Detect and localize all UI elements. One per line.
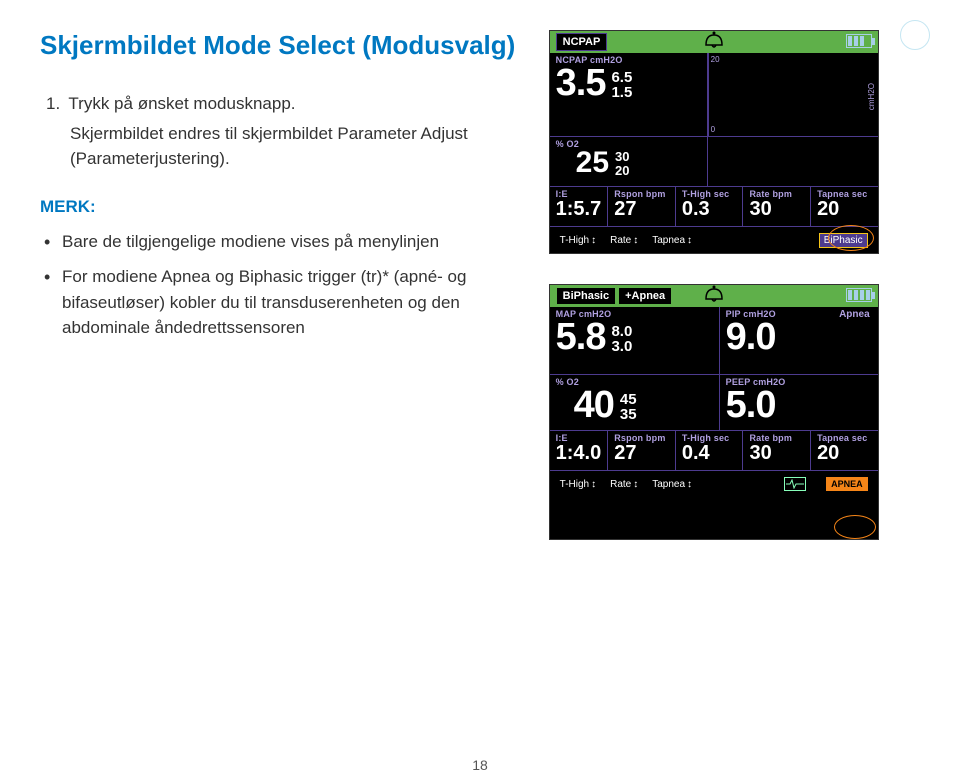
- pip-value: 9.0: [726, 319, 872, 355]
- screenshots-column: NCPAP NCPAP cmH2O 3.5 6.5 1.5: [549, 30, 920, 540]
- o2-low: 20: [615, 164, 629, 178]
- bot-rate[interactable]: Rate↕: [610, 479, 638, 490]
- row-o2-peep: % O2 40 45 35 PEEP cmH2O 5.0: [550, 375, 878, 431]
- o2-high: 30: [615, 150, 629, 164]
- topbar: NCPAP: [550, 31, 878, 53]
- text-column: Skjermbildet Mode Select (Modusvalg) 1. …: [40, 30, 529, 540]
- ncpap-low: 1.5: [611, 85, 632, 101]
- peep-value: 5.0: [726, 387, 872, 423]
- alarm-bell-icon: [701, 31, 727, 54]
- bottom-bar: T-High↕ Rate↕ Tapnea↕ APNEA: [550, 471, 878, 497]
- note-heading: MERK:: [40, 197, 529, 217]
- alarm-bell-icon: [701, 285, 727, 308]
- step-para: Skjermbildet endres til skjermbildet Par…: [70, 121, 529, 172]
- o2-high: 45: [620, 392, 637, 408]
- map-high: 8.0: [611, 324, 632, 340]
- rspon-value: 27: [614, 199, 669, 219]
- ncpap-high: 6.5: [611, 70, 632, 86]
- row-ncpap: NCPAP cmH2O 3.5 6.5 1.5 20 0 cmH2O: [550, 53, 878, 137]
- bottom-bar: T-High↕ Rate↕ Tapnea↕ BiPhasic: [550, 227, 878, 253]
- mode-apnea: +Apnea: [618, 287, 672, 305]
- page-number: 18: [0, 757, 960, 773]
- bot-tapnea[interactable]: Tapnea↕: [652, 235, 692, 246]
- param-row: I:E1:4.0 Rspon bpm27 T-High sec0.4 Rate …: [550, 431, 878, 471]
- page-title: Skjermbildet Mode Select (Modusvalg): [40, 30, 529, 61]
- note-bullets: Bare de tilgjengelige modiene vises på m…: [40, 229, 529, 341]
- step-number: 1.: [46, 91, 64, 117]
- topbar: BiPhasic +Apnea: [550, 285, 878, 307]
- map-low: 3.0: [611, 339, 632, 355]
- battery-icon: [846, 288, 872, 302]
- bullet-item: For modiene Apnea og Biphasic trigger (t…: [40, 264, 529, 341]
- bot-thigh[interactable]: T-High↕: [560, 235, 596, 246]
- wf-ylabel: cmH2O: [867, 83, 876, 110]
- device-screen-biphasic: BiPhasic +Apnea Apnea MAP cmH2O 5.8: [549, 284, 879, 540]
- bullet-item: Bare de tilgjengelige modiene vises på m…: [40, 229, 529, 255]
- tapnea-value: 20: [817, 199, 872, 219]
- bot-tapnea[interactable]: Tapnea↕: [652, 479, 692, 490]
- step-text: Trykk på ønsket modusknapp.: [68, 94, 295, 113]
- o2-low: 35: [620, 407, 637, 423]
- thigh-value: 0.3: [682, 199, 737, 219]
- tapnea-value: 20: [817, 443, 872, 463]
- rate-value: 30: [749, 199, 804, 219]
- ordered-step: 1. Trykk på ønsket modusknapp. Skjermbil…: [46, 91, 529, 172]
- row-o2: % O2 25 30 20: [550, 137, 878, 187]
- waveform-mode-icon[interactable]: [784, 477, 806, 491]
- mode-biphasic: BiPhasic: [556, 287, 616, 305]
- battery-icon: [846, 34, 872, 48]
- ie-value: 1:5.7: [556, 199, 602, 219]
- mode-indicator: NCPAP: [556, 33, 608, 51]
- bot-rate[interactable]: Rate↕: [610, 235, 638, 246]
- bot-apnea-button[interactable]: APNEA: [826, 477, 868, 491]
- rate-value: 30: [749, 443, 804, 463]
- ncpap-value: 3.5: [556, 65, 606, 101]
- map-value: 5.8: [556, 319, 606, 355]
- param-row: I:E1:5.7 Rspon bpm27 T-High sec0.3 Rate …: [550, 187, 878, 227]
- o2-value: 40: [574, 387, 614, 423]
- o2-value: 25: [576, 149, 609, 178]
- row-map-pip: MAP cmH2O 5.8 8.0 3.0 PIP cmH2O 9.0: [550, 307, 878, 375]
- waveform-area: 20 0 cmH2O: [708, 53, 878, 136]
- wf-ytop: 20: [711, 55, 720, 64]
- thigh-value: 0.4: [682, 443, 737, 463]
- bot-thigh[interactable]: T-High↕: [560, 479, 596, 490]
- wf-ybot: 0: [711, 125, 715, 134]
- page-decor-circle: [900, 20, 930, 50]
- highlight-circle: [828, 225, 874, 251]
- rspon-value: 27: [614, 443, 669, 463]
- device-screen-ncpap: NCPAP NCPAP cmH2O 3.5 6.5 1.5: [549, 30, 879, 254]
- highlight-circle: [834, 515, 876, 539]
- page-content: Skjermbildet Mode Select (Modusvalg) 1. …: [0, 0, 960, 540]
- ie-value: 1:4.0: [556, 443, 602, 463]
